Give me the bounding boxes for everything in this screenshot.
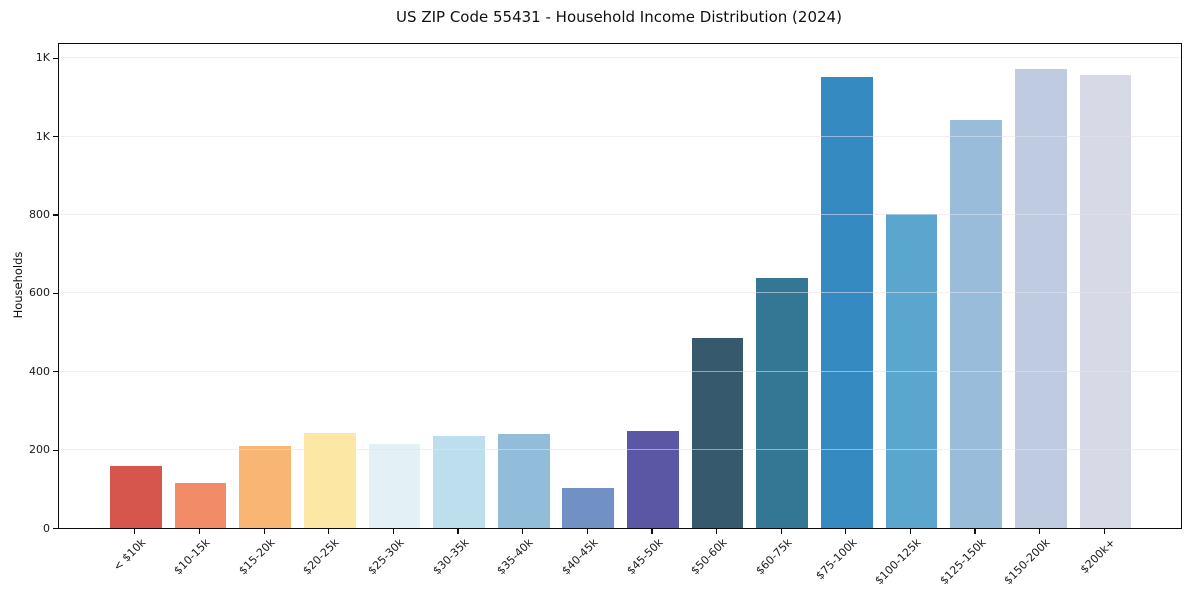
x-tick-label-$40-45k: $40-45k (559, 536, 601, 578)
y-tick-label: 0 (43, 521, 50, 535)
x-tick-label-$100-125k: $100-125k (872, 536, 924, 588)
bar-$200k+ (1079, 75, 1132, 528)
y-tick-mark (53, 292, 58, 294)
y-tick-label: 800 (29, 207, 50, 221)
x-tick-label-$50-60k: $50-60k (688, 536, 730, 578)
y-tick-mark (53, 135, 58, 138)
y-tick-mark (53, 527, 58, 530)
bar-$25-30k (368, 444, 421, 528)
gridline-1K (59, 135, 1181, 137)
x-tick-mark (198, 528, 201, 534)
x-tick-label-$30-35k: $30-35k (429, 536, 472, 578)
y-tick-mark (53, 371, 58, 373)
bar-$30-35k (433, 435, 485, 528)
gridline-200 (59, 449, 1181, 451)
gridline-1K (59, 57, 1181, 59)
y-tick-label: 1K (35, 129, 50, 143)
bar-$60-75k (756, 278, 809, 528)
y-axis-label: Households (11, 251, 25, 319)
x-tick-mark (1039, 528, 1041, 534)
gridlines-layer (59, 44, 1181, 528)
bar-$15-20k (239, 446, 291, 528)
x-tick-label-$60-75k: $60-75k (753, 536, 795, 578)
x-tick-mark (845, 528, 847, 534)
y-tick-label: 1K (35, 51, 50, 65)
x-tick-mark (715, 528, 718, 534)
x-tick-mark (134, 528, 136, 534)
bar-$40-45k (562, 487, 615, 528)
x-tick-mark (1103, 528, 1105, 534)
y-tick-mark (53, 214, 58, 216)
y-tick-label: 200 (29, 443, 50, 457)
x-tick-label-$45-50k: $45-50k (623, 536, 666, 578)
x-tick-label-$150-200k: $150-200k (1001, 536, 1053, 588)
bar-$20-25k (303, 432, 356, 528)
y-tick-label: 400 (29, 364, 50, 378)
gridline-800 (59, 213, 1181, 215)
y-tick-mark (53, 449, 58, 451)
x-tick-label-$200k+: $200k+ (1077, 536, 1118, 577)
bars-layer (59, 44, 1181, 528)
gridline-400 (59, 370, 1181, 372)
x-tick-label-< $10k: < $10k (110, 536, 149, 574)
x-tick-mark (974, 528, 976, 534)
x-tick-label-$20-25k: $20-25k (300, 536, 342, 578)
bar-$75-100k (820, 77, 873, 528)
x-tick-mark (328, 528, 330, 534)
gridline-600 (59, 292, 1181, 294)
x-tick-mark (392, 528, 394, 534)
bar-$150-200k (1014, 69, 1067, 528)
x-tick-label-$125-150k: $125-150k (937, 536, 989, 588)
plot-area (58, 43, 1182, 529)
y-tick-mark (53, 57, 58, 59)
bar-< $10k (110, 465, 162, 528)
x-tick-label-$25-30k: $25-30k (365, 536, 407, 578)
chart-title: US ZIP Code 55431 - Household Income Dis… (396, 8, 842, 26)
bar-$45-50k (627, 431, 679, 528)
bar-$125-150k (950, 120, 1002, 528)
x-tick-label-$10-15k: $10-15k (171, 536, 213, 578)
y-tick-label: 600 (29, 286, 50, 300)
x-tick-mark (909, 528, 912, 534)
x-tick-mark (651, 528, 653, 534)
bar-$50-60k (691, 337, 744, 528)
x-tick-mark (263, 528, 265, 534)
bar-$10-15k (174, 483, 227, 528)
x-tick-label-$15-20k: $15-20k (236, 536, 278, 578)
x-tick-mark (780, 528, 782, 534)
x-tick-label-$75-100k: $75-100k (812, 536, 860, 583)
x-tick-mark (457, 528, 459, 534)
x-tick-label-$35-40k: $35-40k (494, 536, 536, 578)
x-tick-mark (522, 528, 524, 534)
x-tick-mark (586, 528, 588, 534)
